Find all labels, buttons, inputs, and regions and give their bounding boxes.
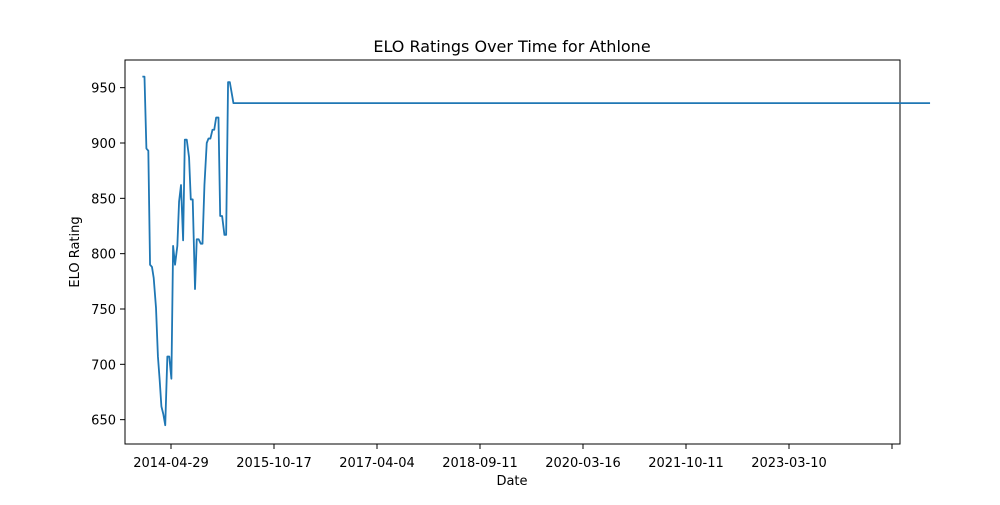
x-tick-label: 2023-03-10 <box>751 456 827 471</box>
y-tick-label: 750 <box>91 303 116 318</box>
x-axis: 2014-04-29 2015-10-17 2017-04-04 2018-09-11… <box>133 444 893 471</box>
y-axis: 650 700 750 800 850 900 950 <box>91 82 125 429</box>
axes-frame <box>124 59 901 445</box>
x-tick-label: 2015-10-17 <box>236 456 312 471</box>
elo-series-line <box>142 75 931 427</box>
x-tick-label: 2018-09-11 <box>442 456 518 471</box>
y-tick-label: 700 <box>91 358 116 373</box>
x-tick-label: 2020-03-16 <box>545 456 621 471</box>
x-tick-label: 2017-04-04 <box>339 456 415 471</box>
y-axis-label: ELO Rating <box>68 216 83 287</box>
y-tick-label: 950 <box>91 82 116 97</box>
chart-title: ELO Ratings Over Time for Athlone <box>373 37 650 56</box>
y-tick-label: 800 <box>91 248 116 263</box>
y-tick-label: 650 <box>91 414 116 429</box>
y-tick-label: 900 <box>91 137 116 152</box>
y-tick-label: 850 <box>91 192 116 207</box>
x-tick-label: 2014-04-29 <box>133 456 209 471</box>
x-tick-label: 2021-10-11 <box>648 456 724 471</box>
x-axis-label: Date <box>496 474 527 489</box>
plot-area: 650 700 750 800 850 900 950 2014-04-29 2015-10-… <box>91 59 931 471</box>
